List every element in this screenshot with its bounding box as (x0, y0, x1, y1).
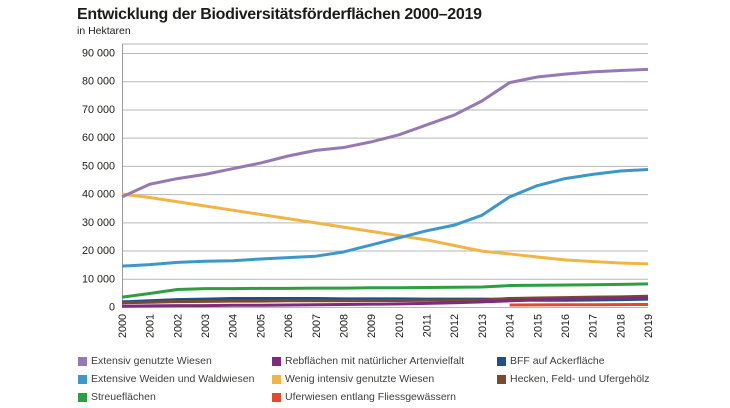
y-axis-tick-label: 40 000 (82, 189, 115, 201)
legend-label: Rebflächen mit natürlicher Artenvielfalt (285, 355, 465, 367)
legend-swatch-icon (497, 374, 506, 384)
x-axis-tick-label: 2013 (477, 314, 489, 338)
x-axis-tick-label: 2010 (394, 314, 406, 338)
legend-label: Extensiv genutzte Wiesen (91, 355, 212, 367)
y-axis-tick-label: 70 000 (82, 104, 115, 116)
x-axis-tick-label: 2015 (532, 314, 544, 338)
x-axis-tick-label: 2002 (172, 314, 184, 338)
x-axis-tick-label: 2003 (200, 314, 212, 338)
legend-item: Hecken, Feld- und Ufergehölz (497, 370, 650, 388)
x-axis-tick-label: 2004 (228, 314, 240, 338)
x-axis-tick-label: 2012 (449, 314, 461, 338)
legend-label: BFF auf Ackerfläche (510, 355, 605, 367)
legend-column: Rebflächen mit natürlicher Artenvielfalt… (272, 352, 464, 406)
line-chart-plot: 0 10 000 20 000 30 000 40 000 50 000 60 000 70 … (82, 43, 655, 338)
legend-item: Streueflächen (78, 388, 254, 406)
legend-swatch-icon (78, 374, 87, 384)
y-axis-tick-label: 80 000 (82, 76, 115, 88)
y-axis-tick-label: 50 000 (82, 160, 115, 172)
legend-label: Extensive Weiden und Waldwiesen (91, 373, 255, 385)
legend-swatch-icon (78, 392, 87, 402)
x-axis-tick-label: 2009 (366, 314, 378, 338)
x-axis-tick-label: 2005 (255, 314, 267, 338)
y-axis-tick-label: 10 000 (82, 273, 115, 285)
chart-legend: Extensiv genutzte Wiesen Extensive Weiden… (0, 352, 730, 408)
x-axis-tick-label: 2001 (145, 314, 157, 338)
y-axis-tick-label: 30 000 (82, 217, 115, 229)
y-axis-tick-label: 0 (109, 302, 115, 314)
legend-swatch-icon (497, 356, 506, 366)
series-line-7 (121, 294, 649, 305)
legend-label: Wenig intensiv genutzte Wiesen (285, 373, 435, 385)
series-line-0 (121, 67, 649, 199)
x-axis-tick-label: 2000 (117, 314, 129, 338)
legend-swatch-icon (78, 356, 87, 366)
legend-label: Uferwiesen entlang Fliessgewässern (285, 391, 456, 403)
legend-column: Extensiv genutzte Wiesen Extensive Weiden… (78, 352, 254, 406)
x-axis-tick-label: 2007 (311, 314, 323, 338)
x-axis-tick-label: 2011 (422, 314, 434, 337)
series-line-3 (121, 296, 649, 308)
legend-item: Extensiv genutzte Wiesen (78, 352, 254, 370)
series-line-2 (121, 282, 649, 299)
legend-swatch-icon (272, 374, 281, 384)
legend-label: Hecken, Feld- und Ufergehölz (510, 373, 650, 385)
y-axis-tick-label: 90 000 (82, 48, 115, 60)
x-axis-tick-label: 2017 (588, 314, 600, 338)
legend-swatch-icon (272, 356, 281, 366)
legend-item: Rebflächen mit natürlicher Artenvielfalt (272, 352, 464, 370)
legend-item: Uferwiesen entlang Fliessgewässern (272, 388, 464, 406)
y-axis-tick-label: 20 000 (82, 245, 115, 257)
x-axis-tick-label: 2018 (615, 314, 627, 338)
x-axis-tick-label: 2008 (338, 314, 350, 338)
x-axis-tick-label: 2006 (283, 314, 295, 338)
series-line-5 (509, 302, 649, 307)
chart-title: Entwicklung der Biodiversitätsförderfläc… (77, 6, 482, 23)
x-axis-tick-label: 2014 (505, 314, 517, 338)
y-axis-tick-label: 60 000 (82, 132, 115, 144)
x-axis-tick-label: 2019 (643, 314, 655, 338)
legend-item: Extensive Weiden und Waldwiesen (78, 370, 254, 388)
series-line-4 (121, 192, 649, 266)
legend-label: Streueflächen (91, 391, 156, 403)
x-axis-tick-label: 2016 (560, 314, 572, 338)
legend-swatch-icon (272, 392, 281, 402)
legend-item: BFF auf Ackerfläche (497, 352, 650, 370)
series-line-1 (121, 168, 649, 268)
legend-column: BFF auf Ackerfläche Hecken, Feld- und Ufe… (497, 352, 650, 388)
legend-item: Wenig intensiv genutzte Wiesen (272, 370, 464, 388)
chart-subtitle: in Hektaren (77, 25, 131, 37)
